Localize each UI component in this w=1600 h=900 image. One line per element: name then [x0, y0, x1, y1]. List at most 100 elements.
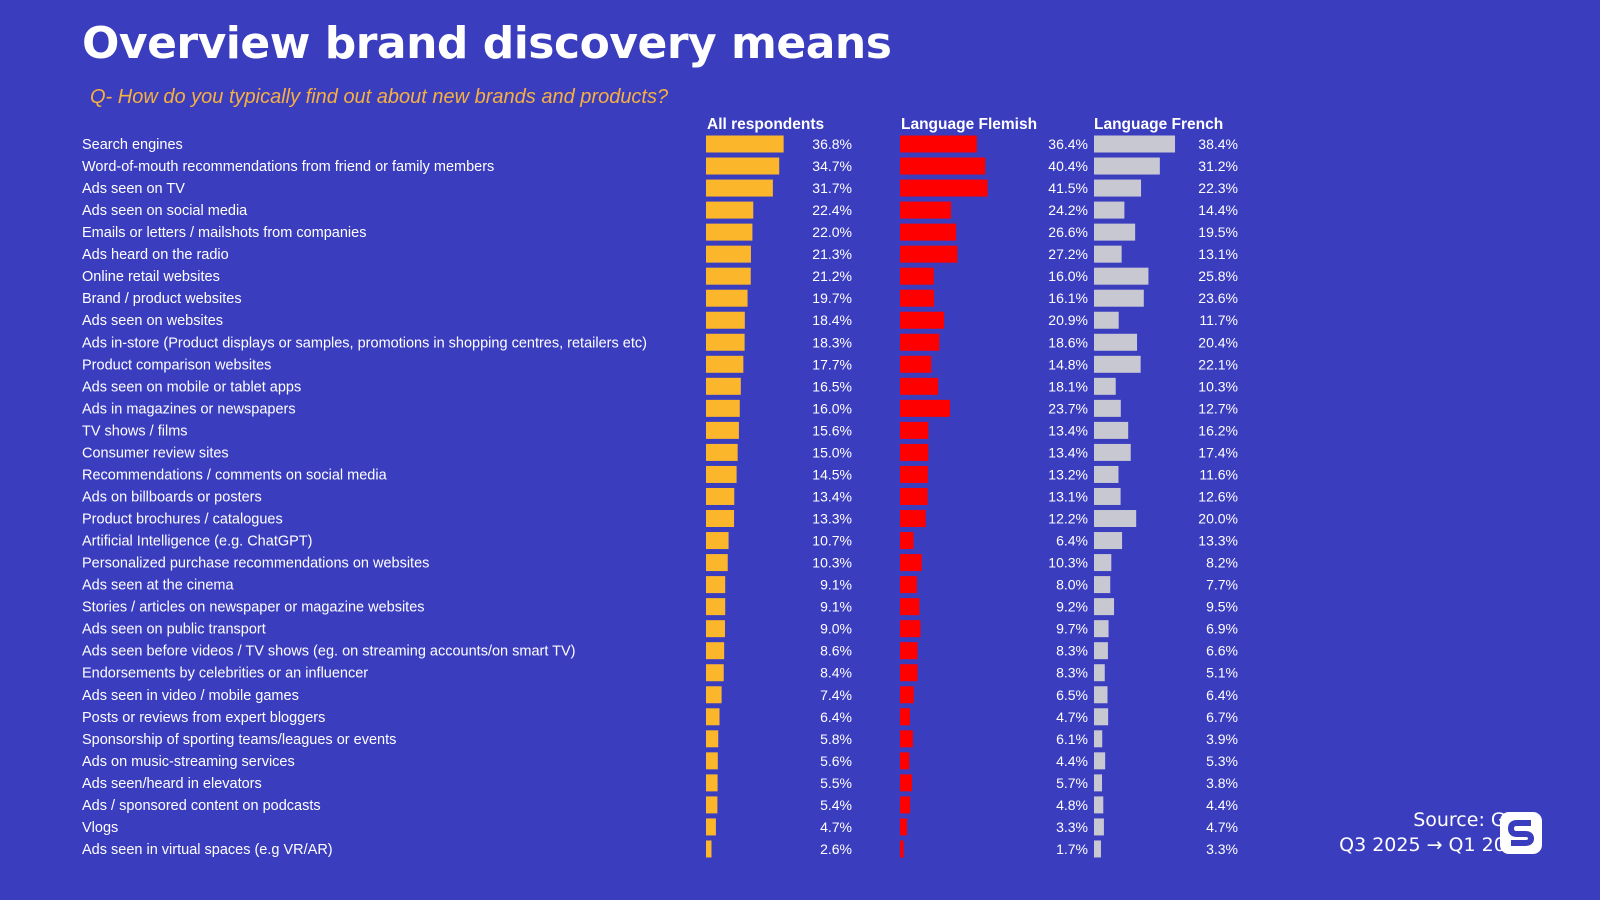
value-label-all-respondents: 13.3% — [812, 511, 852, 527]
category-label: Product comparison websites — [82, 357, 271, 373]
bar-language-french — [1094, 377, 1116, 395]
bar-language-french — [1094, 730, 1103, 748]
series-header-language-french: Language French — [1094, 116, 1224, 133]
value-label-language-flemish: 1.7% — [1056, 841, 1088, 857]
bar-language-french — [1094, 487, 1121, 505]
series-header-all-respondents: All respondents — [707, 116, 825, 133]
value-label-language-french: 13.3% — [1198, 533, 1238, 549]
bar-language-french — [1094, 818, 1104, 836]
bar-language-flemish — [900, 774, 913, 792]
s-logo-icon — [1500, 812, 1542, 854]
value-label-language-flemish: 6.1% — [1056, 731, 1088, 747]
bar-all-respondents — [706, 752, 718, 770]
category-label: Personalized purchase recommendations on… — [82, 556, 429, 572]
value-label-language-flemish: 14.8% — [1048, 356, 1088, 372]
value-label-all-respondents: 13.4% — [812, 488, 852, 504]
value-label-language-french: 23.6% — [1198, 290, 1238, 306]
bar-all-respondents — [706, 532, 729, 550]
value-label-language-french: 3.8% — [1206, 775, 1238, 791]
value-label-language-flemish: 3.3% — [1056, 819, 1088, 835]
value-label-all-respondents: 18.3% — [812, 334, 852, 350]
bar-language-flemish — [900, 443, 929, 461]
value-label-language-french: 25.8% — [1198, 268, 1238, 284]
value-label-language-french: 38.4% — [1198, 136, 1238, 152]
bar-language-flemish — [900, 664, 918, 682]
category-label: TV shows / films — [82, 423, 188, 439]
bar-language-french — [1094, 267, 1149, 285]
value-label-language-flemish: 13.2% — [1048, 466, 1088, 482]
value-label-all-respondents: 21.2% — [812, 268, 852, 284]
bar-language-flemish — [900, 487, 928, 505]
value-label-language-french: 22.1% — [1198, 356, 1238, 372]
bar-all-respondents — [706, 796, 718, 814]
value-label-all-respondents: 5.4% — [820, 797, 852, 813]
value-label-language-french: 7.7% — [1206, 577, 1238, 593]
value-label-all-respondents: 7.4% — [820, 687, 852, 703]
value-label-all-respondents: 36.8% — [812, 136, 852, 152]
bar-language-french — [1094, 421, 1129, 439]
category-label: Ads seen on TV — [82, 181, 185, 197]
bar-language-flemish — [900, 576, 917, 594]
category-label: Ads in-store (Product displays or sample… — [82, 335, 647, 351]
value-label-language-french: 12.6% — [1198, 488, 1238, 504]
bar-language-flemish — [900, 642, 918, 660]
bar-all-respondents — [706, 510, 735, 528]
value-label-language-french: 13.1% — [1198, 246, 1238, 262]
bar-language-french — [1094, 333, 1138, 351]
bar-language-french — [1094, 465, 1119, 483]
bar-all-respondents — [706, 818, 716, 836]
category-label: Ads seen on social media — [82, 203, 248, 219]
value-label-language-french: 16.2% — [1198, 422, 1238, 438]
value-label-language-flemish: 26.6% — [1048, 224, 1088, 240]
category-label: Ads seen on public transport — [82, 622, 266, 638]
category-label: Ads seen before videos / TV shows (eg. o… — [82, 644, 576, 660]
value-label-language-french: 3.3% — [1206, 841, 1238, 857]
category-label: Stories / articles on newspaper or magaz… — [82, 600, 425, 616]
bar-all-respondents — [706, 465, 737, 483]
value-label-language-flemish: 16.1% — [1048, 290, 1088, 306]
bar-all-respondents — [706, 267, 751, 285]
value-label-language-flemish: 13.4% — [1048, 422, 1088, 438]
bar-language-french — [1094, 399, 1121, 417]
bar-language-french — [1094, 664, 1105, 682]
value-label-language-flemish: 13.4% — [1048, 444, 1088, 460]
value-label-all-respondents: 18.4% — [812, 312, 852, 328]
category-label: Ads on music-streaming services — [82, 754, 295, 770]
bar-language-flemish — [900, 421, 929, 439]
page-title: Overview brand discovery means — [82, 18, 892, 69]
value-label-language-french: 6.6% — [1206, 643, 1238, 659]
value-label-language-french: 31.2% — [1198, 158, 1238, 174]
category-label: Word-of-mouth recommendations from frien… — [82, 159, 494, 175]
value-label-all-respondents: 16.5% — [812, 378, 852, 394]
category-label: Online retail websites — [82, 269, 220, 285]
value-label-language-flemish: 18.1% — [1048, 378, 1088, 394]
category-label: Recommendations / comments on social med… — [82, 467, 388, 483]
value-label-language-flemish: 4.4% — [1056, 753, 1088, 769]
value-label-language-flemish: 9.2% — [1056, 599, 1088, 615]
bar-language-flemish — [900, 730, 913, 748]
value-label-all-respondents: 6.4% — [820, 709, 852, 725]
value-label-all-respondents: 8.6% — [820, 643, 852, 659]
value-label-all-respondents: 10.3% — [812, 555, 852, 571]
bar-all-respondents — [706, 179, 773, 197]
bar-language-french — [1094, 510, 1137, 528]
bar-language-flemish — [900, 333, 940, 351]
value-label-language-french: 4.7% — [1206, 819, 1238, 835]
bar-all-respondents — [706, 443, 738, 461]
value-label-language-french: 20.0% — [1198, 511, 1238, 527]
bar-all-respondents — [706, 135, 784, 153]
value-label-all-respondents: 10.7% — [812, 533, 852, 549]
value-label-all-respondents: 22.4% — [812, 202, 852, 218]
bar-language-flemish — [900, 532, 914, 550]
value-label-language-flemish: 18.6% — [1048, 334, 1088, 350]
value-label-language-flemish: 5.7% — [1056, 775, 1088, 791]
value-label-all-respondents: 16.0% — [812, 400, 852, 416]
bar-all-respondents — [706, 311, 745, 329]
value-label-all-respondents: 17.7% — [812, 356, 852, 372]
bar-language-french — [1094, 796, 1104, 814]
category-label: Ads seen on mobile or tablet apps — [82, 379, 301, 395]
bar-all-respondents — [706, 245, 751, 263]
bar-language-french — [1094, 598, 1115, 616]
question-subtitle: Q- How do you typically find out about n… — [90, 86, 669, 108]
category-label: Ads in magazines or newspapers — [82, 401, 296, 417]
